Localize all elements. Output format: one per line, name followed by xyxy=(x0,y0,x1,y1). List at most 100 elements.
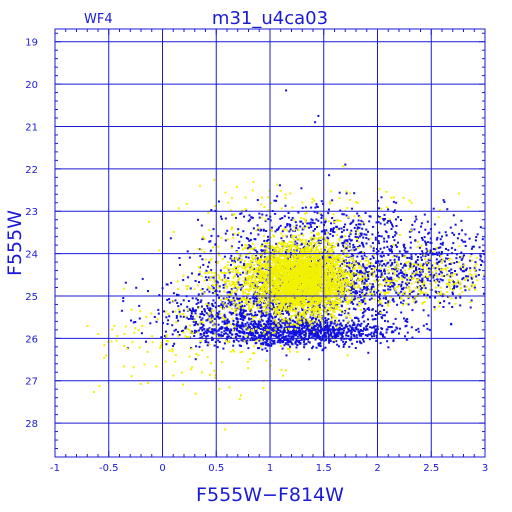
data-point xyxy=(395,225,398,227)
data-point xyxy=(298,340,301,343)
data-point xyxy=(265,292,268,295)
data-point xyxy=(194,321,197,324)
data-point xyxy=(253,325,256,328)
data-point xyxy=(400,287,403,290)
data-point xyxy=(395,255,398,258)
data-point xyxy=(307,340,310,343)
data-point xyxy=(349,239,352,242)
data-point xyxy=(403,249,406,252)
data-point xyxy=(277,332,280,334)
data-point xyxy=(393,239,396,242)
data-point xyxy=(475,236,478,238)
data-point xyxy=(329,305,332,308)
data-point xyxy=(370,268,373,270)
data-point xyxy=(266,332,269,335)
data-point xyxy=(453,284,456,287)
data-point xyxy=(179,315,182,318)
data-point xyxy=(295,338,298,341)
data-point xyxy=(300,319,303,322)
data-point xyxy=(353,288,355,291)
data-point xyxy=(213,323,216,326)
data-point xyxy=(319,332,322,335)
data-point xyxy=(294,240,297,243)
data-point xyxy=(320,330,322,333)
data-point xyxy=(239,312,242,315)
data-point xyxy=(465,268,467,271)
data-point xyxy=(243,215,245,218)
data-point xyxy=(323,276,326,279)
data-point xyxy=(445,247,447,250)
data-point xyxy=(313,325,316,327)
data-point xyxy=(394,317,397,320)
data-point xyxy=(322,230,324,233)
data-point xyxy=(266,349,269,352)
data-point xyxy=(239,315,242,318)
data-point xyxy=(301,228,304,231)
data-point xyxy=(262,328,265,331)
data-point xyxy=(208,240,211,243)
data-point xyxy=(345,334,348,337)
data-point xyxy=(270,290,273,293)
data-point xyxy=(387,278,390,280)
data-point xyxy=(299,225,302,228)
data-point xyxy=(407,282,410,285)
data-point xyxy=(340,227,343,230)
data-point xyxy=(292,328,295,331)
data-point xyxy=(329,336,332,339)
data-point xyxy=(358,263,360,266)
data-point xyxy=(338,345,340,348)
data-point xyxy=(400,301,402,304)
data-point xyxy=(271,249,274,251)
data-point xyxy=(197,306,200,309)
data-point xyxy=(266,340,269,343)
data-point xyxy=(303,217,305,220)
data-point xyxy=(335,300,338,303)
data-point xyxy=(327,336,330,338)
data-point xyxy=(382,297,385,300)
data-point xyxy=(354,248,357,251)
data-point xyxy=(300,323,303,326)
data-point xyxy=(351,327,354,330)
data-point xyxy=(327,333,330,336)
data-point xyxy=(317,259,319,262)
data-point xyxy=(269,335,272,338)
data-point xyxy=(374,236,377,239)
data-point xyxy=(317,250,320,253)
data-point xyxy=(266,272,268,275)
data-point xyxy=(254,329,256,332)
data-point xyxy=(443,201,446,203)
data-point xyxy=(438,273,441,276)
data-point xyxy=(309,223,312,226)
data-point xyxy=(263,314,265,317)
data-point xyxy=(302,234,305,237)
data-point xyxy=(371,255,374,258)
data-point xyxy=(341,213,344,216)
data-point xyxy=(362,243,364,246)
data-point xyxy=(325,229,328,232)
data-point xyxy=(314,306,316,309)
data-point xyxy=(416,258,419,261)
data-point xyxy=(428,267,431,270)
data-point xyxy=(319,342,322,345)
data-point xyxy=(307,300,310,303)
data-point xyxy=(210,209,213,211)
data-point xyxy=(312,345,314,348)
data-point xyxy=(250,320,253,323)
data-point xyxy=(310,329,313,332)
data-point xyxy=(317,342,320,345)
data-point xyxy=(265,338,268,341)
data-point xyxy=(267,331,270,334)
data-point xyxy=(320,339,323,342)
data-point xyxy=(312,335,315,338)
data-point xyxy=(258,339,261,342)
data-point xyxy=(336,302,339,305)
data-point xyxy=(338,326,341,329)
data-point xyxy=(279,329,282,332)
data-point xyxy=(341,335,344,338)
data-point xyxy=(387,235,390,237)
data-point xyxy=(253,238,256,241)
data-point xyxy=(213,317,216,320)
data-point xyxy=(209,249,212,252)
data-point xyxy=(300,293,303,296)
data-point xyxy=(260,331,262,334)
